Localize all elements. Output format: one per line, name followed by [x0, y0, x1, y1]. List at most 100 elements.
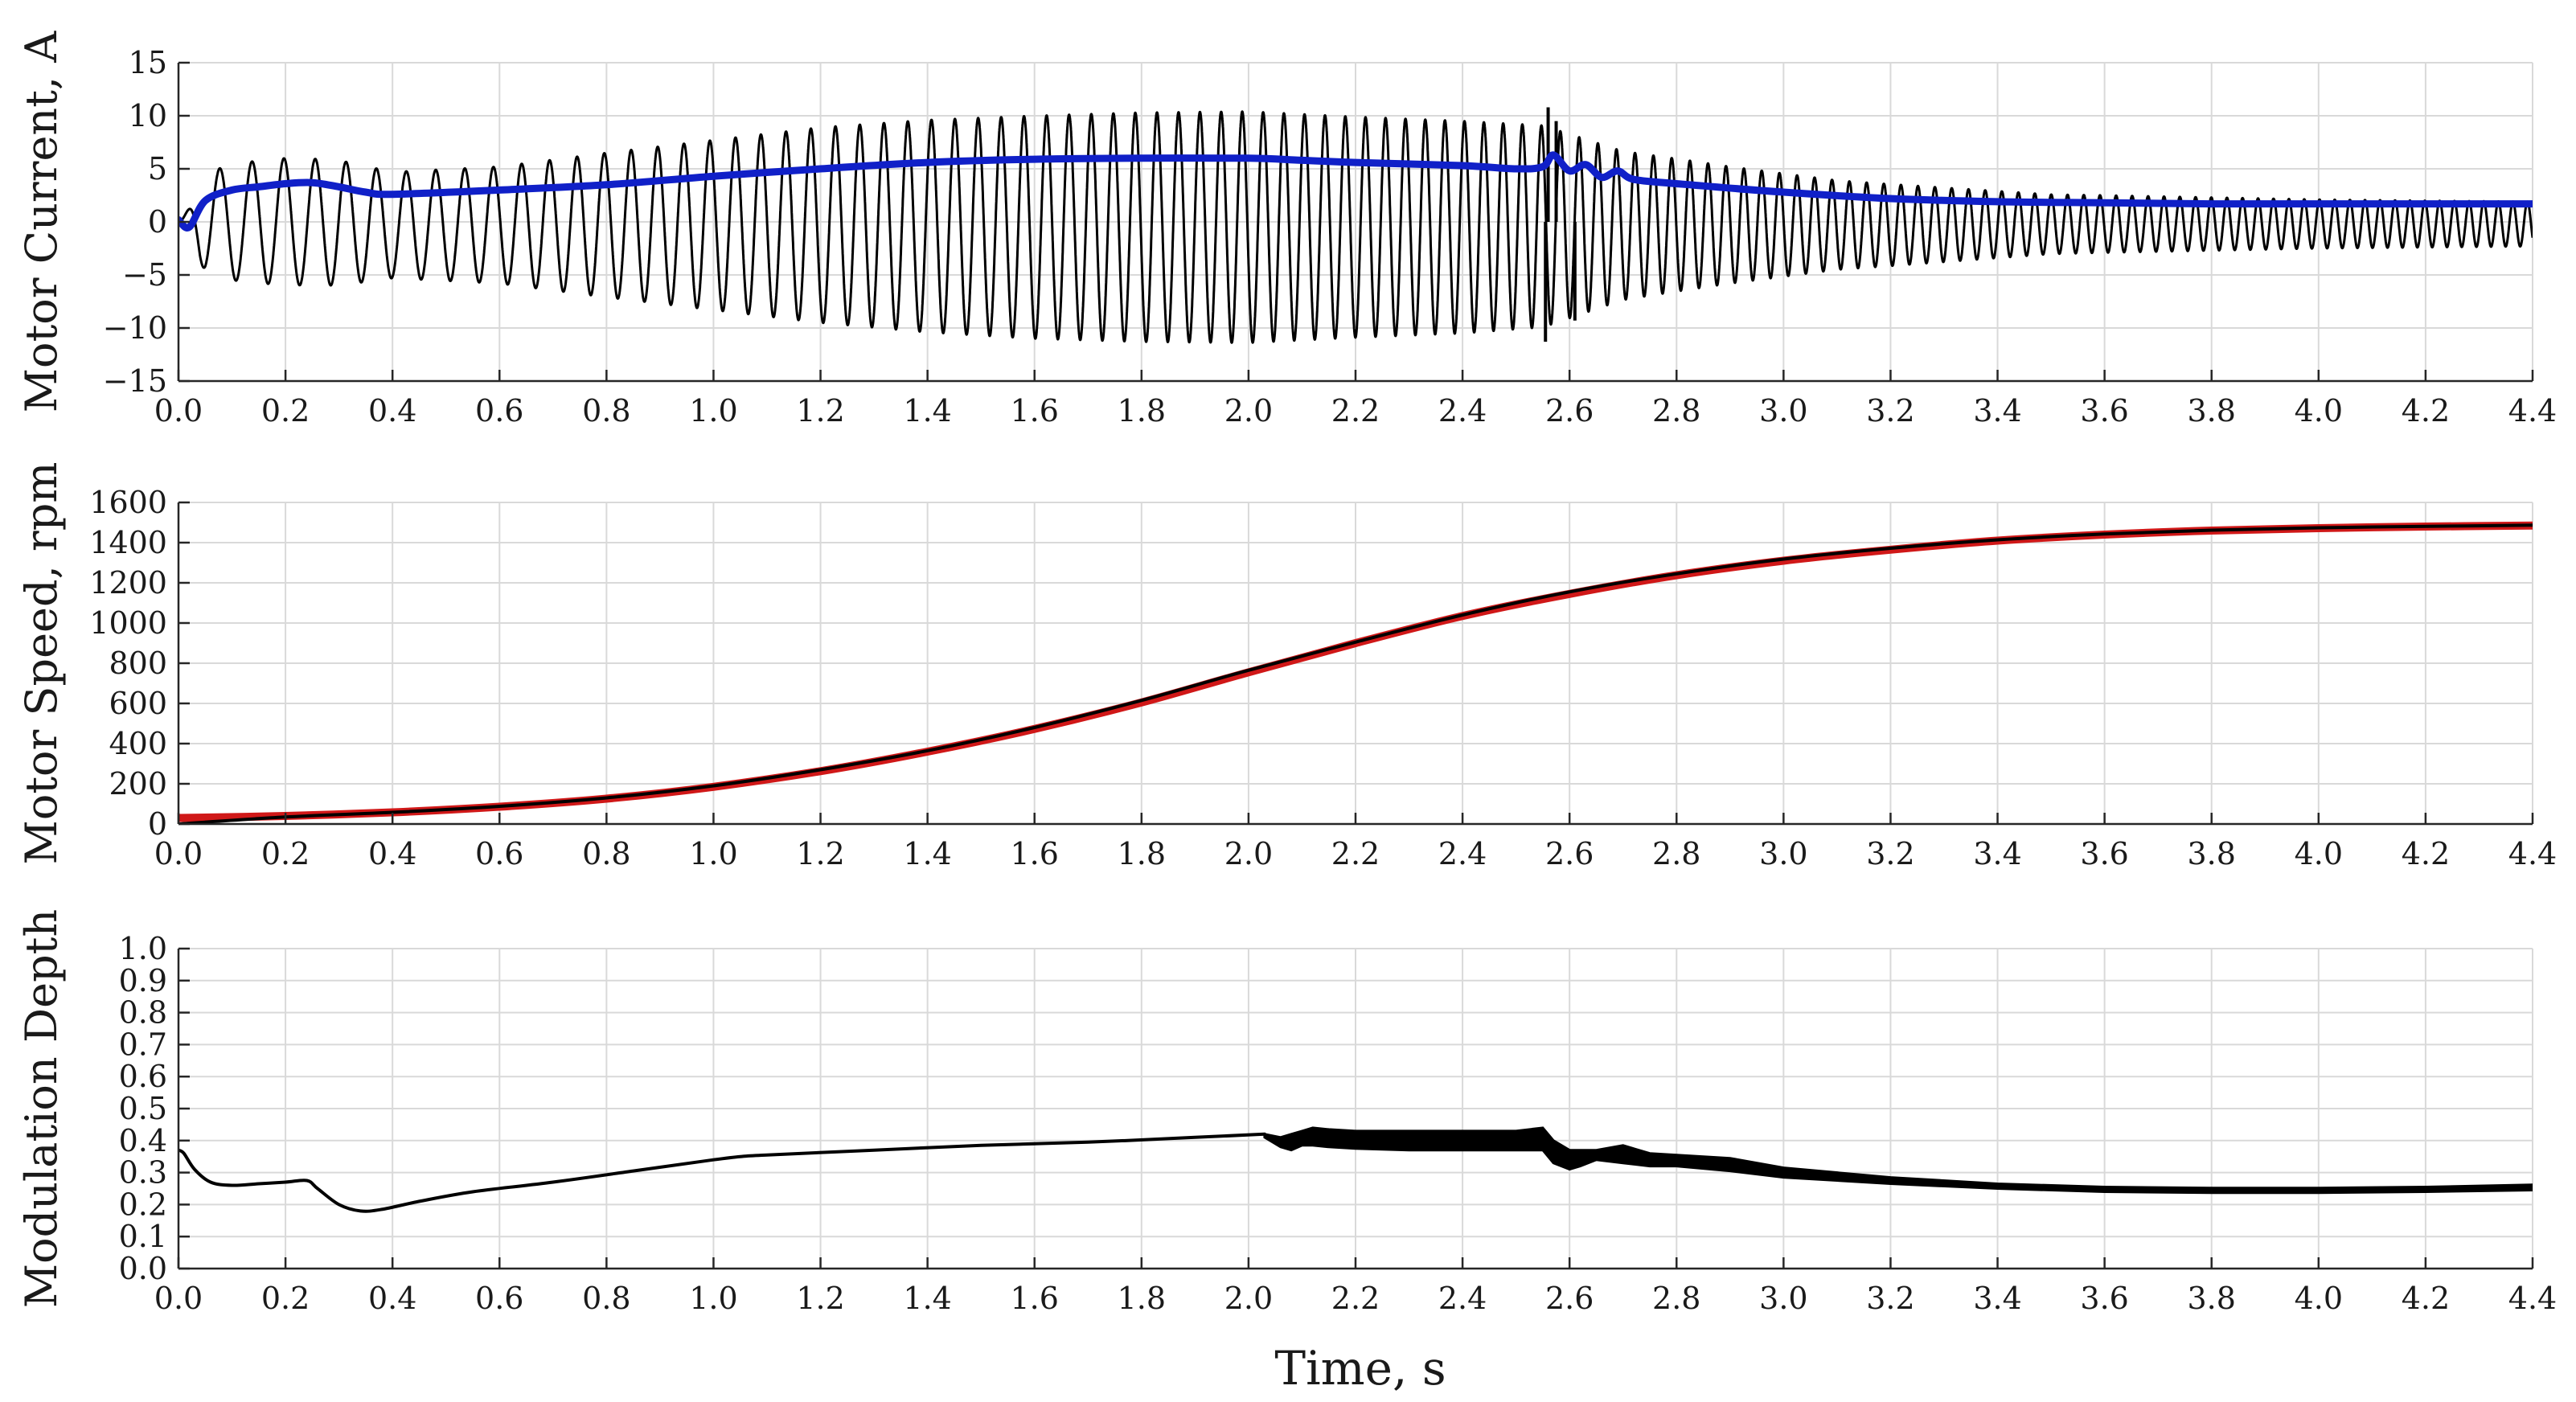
x-tick-label: 2.8 [1652, 1281, 1700, 1316]
x-tick-label: 2.4 [1438, 836, 1487, 871]
y-tick-label: 1000 [89, 605, 167, 641]
x-tick-label: 2.0 [1224, 393, 1273, 428]
x-tick-label: 2.2 [1331, 1281, 1380, 1316]
x-tick-label: 3.8 [2188, 1281, 2236, 1316]
x-tick-label: 3.2 [1866, 836, 1914, 871]
y-tick-label: 1200 [89, 565, 167, 601]
x-tick-label: 2.6 [1545, 393, 1594, 428]
y-tick-label: 0 [148, 806, 167, 842]
x-tick-label: 4.0 [2295, 836, 2343, 871]
x-tick-label: 3.4 [1973, 1281, 2021, 1316]
y-tick-label: 0.4 [119, 1123, 167, 1158]
x-tick-label: 2.8 [1652, 393, 1700, 428]
x-tick-label: 1.0 [689, 1281, 737, 1316]
phase-current-series [178, 110, 2533, 344]
x-tick-label: 0.2 [261, 393, 310, 428]
y-tick-label: 0.0 [119, 1251, 167, 1286]
x-tick-label: 3.6 [2080, 1281, 2128, 1316]
x-tick-label: 3.4 [1973, 393, 2021, 428]
y-tick-label: 0.2 [119, 1187, 167, 1222]
x-axis-label: Time, s [1274, 1341, 1446, 1396]
x-tick-label: 1.8 [1118, 393, 1166, 428]
x-tick-label: 4.2 [2402, 393, 2450, 428]
y-tick-label: 0 [148, 204, 167, 240]
x-tick-label: 1.6 [1011, 393, 1059, 428]
x-tick-label: 2.2 [1331, 836, 1380, 871]
x-tick-label: 2.8 [1652, 836, 1700, 871]
y-axis-label: Motor Current, A [16, 31, 67, 412]
x-tick-label: 3.0 [1759, 1281, 1807, 1316]
x-tick-label: 0.2 [261, 836, 310, 871]
x-tick-label: 3.2 [1866, 393, 1914, 428]
y-tick-label: 0.7 [119, 1027, 167, 1062]
y-tick-label: 0.3 [119, 1155, 167, 1191]
x-tick-label: 4.2 [2402, 836, 2450, 871]
modulation-depth-series [178, 1132, 1266, 1213]
x-tick-label: 4.4 [2508, 393, 2557, 428]
x-tick-label: 1.0 [689, 836, 737, 871]
x-tick-label: 0.6 [475, 393, 523, 428]
x-tick-label: 0.4 [368, 1281, 416, 1316]
x-tick-label: 0.8 [582, 393, 630, 428]
x-tick-label: 1.2 [796, 393, 844, 428]
plot-area [178, 107, 2533, 344]
x-tick-label: 1.4 [903, 393, 951, 428]
x-tick-label: 1.6 [1011, 836, 1059, 871]
x-tick-label: 0.6 [475, 1281, 523, 1316]
x-tick-label: 3.8 [2188, 393, 2236, 428]
x-tick-label: 1.8 [1118, 1281, 1166, 1316]
plot-area [178, 521, 2533, 824]
y-tick-label: 0.5 [119, 1091, 167, 1126]
x-tick-label: 3.4 [1973, 836, 2021, 871]
x-tick-label: 0.0 [154, 393, 203, 428]
x-tick-label: 1.2 [796, 836, 844, 871]
y-tick-label: 0.8 [119, 995, 167, 1031]
x-tick-label: 2.4 [1438, 393, 1487, 428]
x-tick-label: 0.8 [582, 836, 630, 871]
modulation-depth-ripple-band--series [1263, 1126, 2533, 1195]
y-tick-label: 1400 [89, 525, 167, 560]
x-tick-label: 4.0 [2295, 393, 2343, 428]
x-tick-label: 4.0 [2295, 1281, 2343, 1316]
y-tick-label: 200 [109, 766, 167, 801]
x-tick-label: 3.0 [1759, 393, 1807, 428]
y-axis-label: Modulation Depth [16, 909, 67, 1308]
y-tick-label: 10 [129, 98, 167, 133]
x-tick-label: 3.8 [2188, 836, 2236, 871]
x-tick-label: 2.0 [1224, 836, 1273, 871]
modulation-chart-panel: 0.0 0.2 0.4 0.6 0.8 1.0 1.2 1.4 1.6 1.8 2.0 2.2 2.4 2… [16, 909, 2557, 1316]
x-tick-label: 2.4 [1438, 1281, 1487, 1316]
x-tick-label: 0.4 [368, 836, 416, 871]
x-tick-label: 1.6 [1011, 1281, 1059, 1316]
x-tick-label: 1.8 [1118, 836, 1166, 871]
x-tick-label: 1.4 [903, 836, 951, 871]
x-tick-label: 0.8 [582, 1281, 630, 1316]
x-tick-label: 0.4 [368, 393, 416, 428]
x-tick-label: 3.0 [1759, 836, 1807, 871]
y-tick-label: 5 [148, 151, 167, 187]
mean-current-series [178, 151, 2533, 232]
x-tick-label: 0.0 [154, 1281, 203, 1316]
y-tick-label: 0.1 [119, 1219, 167, 1254]
x-tick-label: 3.2 [1866, 1281, 1914, 1316]
x-tick-label: 2.0 [1224, 1281, 1273, 1316]
speed-chart-panel: 0.0 0.2 0.4 0.6 0.8 1.0 1.2 1.4 1.6 1.8 2.0 2.2 2.4 2… [16, 462, 2557, 871]
x-tick-label: 0.0 [154, 836, 203, 871]
x-tick-label: 2.6 [1545, 1281, 1594, 1316]
y-tick-label: 1.0 [119, 931, 167, 966]
y-tick-label: 1600 [89, 485, 167, 520]
x-tick-label: 1.4 [903, 1281, 951, 1316]
measured-speed-series [178, 523, 2533, 824]
x-tick-label: 0.6 [475, 836, 523, 871]
x-tick-label: 4.4 [2508, 1281, 2557, 1316]
x-tick-label: 2.6 [1545, 836, 1594, 871]
y-tick-label: 0.9 [119, 963, 167, 998]
x-tick-label: 2.2 [1331, 393, 1380, 428]
x-tick-label: 4.2 [2402, 1281, 2450, 1316]
y-tick-label: 0.6 [119, 1059, 167, 1094]
y-tick-label: 600 [109, 686, 167, 721]
y-tick-label: 400 [109, 726, 167, 761]
y-tick-label: −15 [103, 363, 167, 399]
y-axis-label: Motor Speed, rpm [16, 462, 67, 865]
